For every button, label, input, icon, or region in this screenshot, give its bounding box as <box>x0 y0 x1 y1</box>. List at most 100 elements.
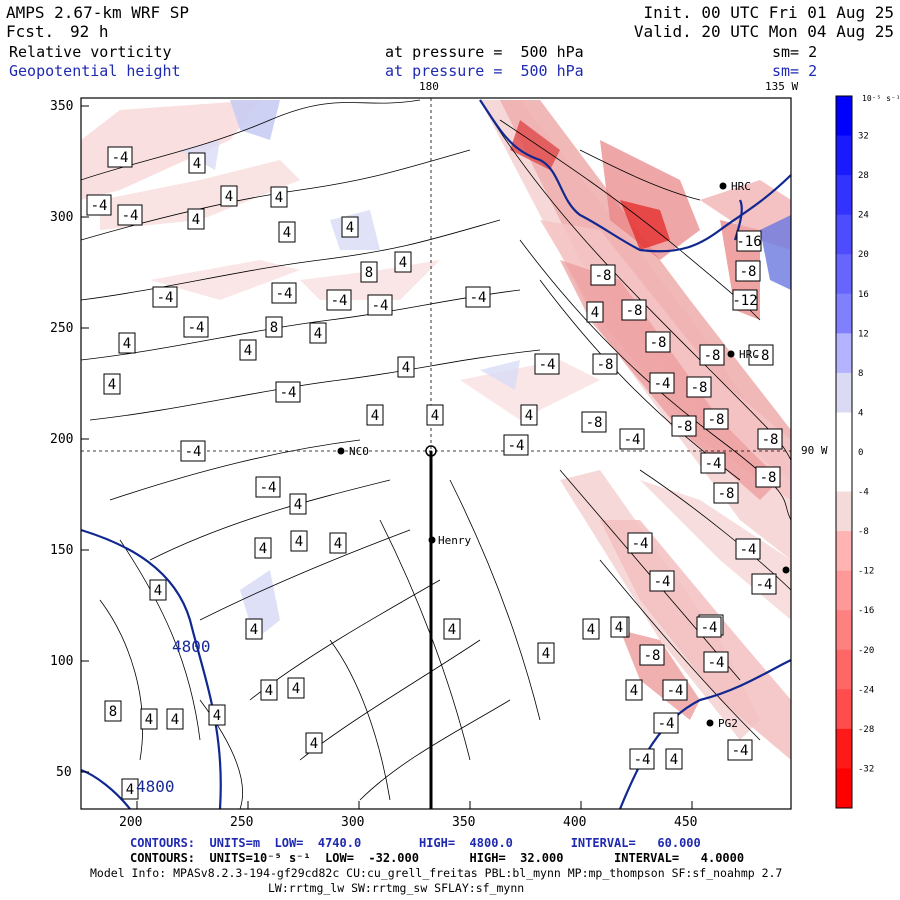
station-hrc-marker <box>719 182 727 190</box>
color-bar-swatch <box>836 610 852 651</box>
station-edge-marker <box>782 566 790 574</box>
color-bar-swatch <box>836 214 852 255</box>
color-bar-swatch <box>836 135 852 176</box>
vorticity-label-box <box>271 282 297 304</box>
vorticity-contour-label: 4 <box>193 156 201 172</box>
vorticity-contour-label: 4 <box>108 377 116 393</box>
vorticity-contour-label: -8 <box>676 419 693 435</box>
vorticity-label-box <box>341 216 359 238</box>
station-pg2-marker <box>706 719 714 727</box>
vorticity-label-box <box>713 482 739 504</box>
color-bar-swatch <box>836 491 852 532</box>
vorticity-label-box <box>278 221 296 243</box>
vorticity-label-box <box>649 372 675 394</box>
vorticity-label-box <box>503 434 529 456</box>
vorticity-label-box <box>755 466 781 488</box>
meridian-135w-label: 135 W <box>765 80 799 93</box>
vorticity-contour-label: 4 <box>292 681 300 697</box>
vorticity-contour-label: -4 <box>157 290 174 306</box>
color-bar-label: -20 <box>858 646 874 656</box>
vorticity-contour-label: -4 <box>372 298 389 314</box>
color-bar-label: 4 <box>858 408 863 418</box>
vorticity-label-box <box>639 644 665 666</box>
vorticity-label-box <box>104 700 122 722</box>
vorticity-contour-label: 4 <box>283 225 291 241</box>
vorticity-contour-label: 4 <box>295 534 303 550</box>
vorticity-contour-label: 4 <box>591 305 599 321</box>
vorticity-label-box <box>619 428 645 450</box>
color-bar-label: 12 <box>858 329 869 339</box>
color-bar-label: -32 <box>858 764 874 774</box>
vorticity-label-box <box>735 260 761 282</box>
height-contour-label-lower: 4800 <box>136 777 175 796</box>
color-bar-label: -24 <box>858 685 874 695</box>
vorticity-label-box <box>329 532 347 554</box>
vorticity-contour-label: -8 <box>626 303 643 319</box>
color-bar-frame <box>835 95 853 809</box>
south-pole-marker <box>425 445 437 457</box>
vorticity-label-box <box>366 404 384 426</box>
color-bar-label: -8 <box>858 527 869 537</box>
vorticity-contour-label: -4 <box>732 743 749 759</box>
vorticity-contour-label: 4 <box>542 646 550 662</box>
y-tick-label: 250 <box>50 321 74 336</box>
vorticity-label-box <box>581 411 607 433</box>
vorticity-label-box <box>686 376 712 398</box>
vorticity-label-box <box>180 440 206 462</box>
vorticity-contour-label: 4 <box>213 708 221 724</box>
vorticity-contour-label: 4 <box>346 220 354 236</box>
y-tick-label: 350 <box>50 99 74 114</box>
vorticity-label-box <box>183 316 209 338</box>
vorticity-label-box <box>696 616 722 638</box>
color-bar-swatch <box>836 570 852 611</box>
color-bar-swatch <box>836 649 852 690</box>
vorticity-color-bar: 32 28 24 20 16 12 8 4 0 -4 -8 -12 -16 -20 -24 -28 -32 <box>835 95 874 809</box>
vorticity-label-box <box>757 428 783 450</box>
vorticity-label-box <box>260 679 278 701</box>
color-bar-swatch <box>836 293 852 334</box>
color-bar-label: 28 <box>858 171 869 181</box>
vorticity-contour-label: 4 <box>123 336 131 352</box>
vorticity-label-box <box>309 322 327 344</box>
color-bar-swatch <box>836 768 852 809</box>
vorticity-contour-label: 4 <box>126 782 134 798</box>
vorticity-contour-label: -4 <box>708 655 725 671</box>
vorticity-label-box <box>751 573 777 595</box>
vorticity-contour-label: 4 <box>630 683 638 699</box>
vorticity-contour-label: -4 <box>185 444 202 460</box>
plot-frame <box>80 97 792 810</box>
vorticity-contour-label: 4 <box>225 189 233 205</box>
vorticity-label-box <box>245 618 263 640</box>
vorticity-label-box <box>397 356 415 378</box>
vorticity-contour-label: -4 <box>632 536 649 552</box>
vorticity-label-box <box>220 185 238 207</box>
vorticity-label-box <box>254 537 272 559</box>
vorticity-label-box <box>627 532 653 554</box>
vorticity-label-box <box>610 616 628 638</box>
station-nco-label: NCO <box>349 445 369 458</box>
forecast-hour: 92 h <box>70 22 109 41</box>
color-bar-label: 0 <box>858 448 863 458</box>
vorticity-contour-label: -4 <box>112 150 129 166</box>
vorticity-contour-label: 4 <box>670 752 678 768</box>
x-tick-label: 250 <box>230 815 254 830</box>
vorticity-label-box <box>443 618 461 640</box>
vorticity-label-box <box>590 264 616 286</box>
vorticity-label-box <box>394 251 412 273</box>
vorticity-contour-label: -8 <box>708 412 725 428</box>
station-hrc-b-label: HRC <box>739 348 759 361</box>
x-tick-label: 300 <box>341 815 365 830</box>
height-contour-label: 4800 <box>172 637 211 656</box>
vorticity-label-box <box>621 299 647 321</box>
vorticity-label-box <box>118 332 136 354</box>
vorticity-label-box <box>537 642 555 664</box>
vorticity-contour-label: -4 <box>470 290 487 306</box>
vorticity-contour-label: -8 <box>740 264 757 280</box>
vorticity-label-box <box>188 152 206 174</box>
station-henry-marker <box>428 536 436 544</box>
field1-name: Relative vorticity <box>9 43 172 61</box>
height-contour-info: CONTOURS: UNITS=m LOW= 4740.0 HIGH= 4800… <box>130 836 701 850</box>
vorticity-contour-label: -4 <box>331 293 348 309</box>
